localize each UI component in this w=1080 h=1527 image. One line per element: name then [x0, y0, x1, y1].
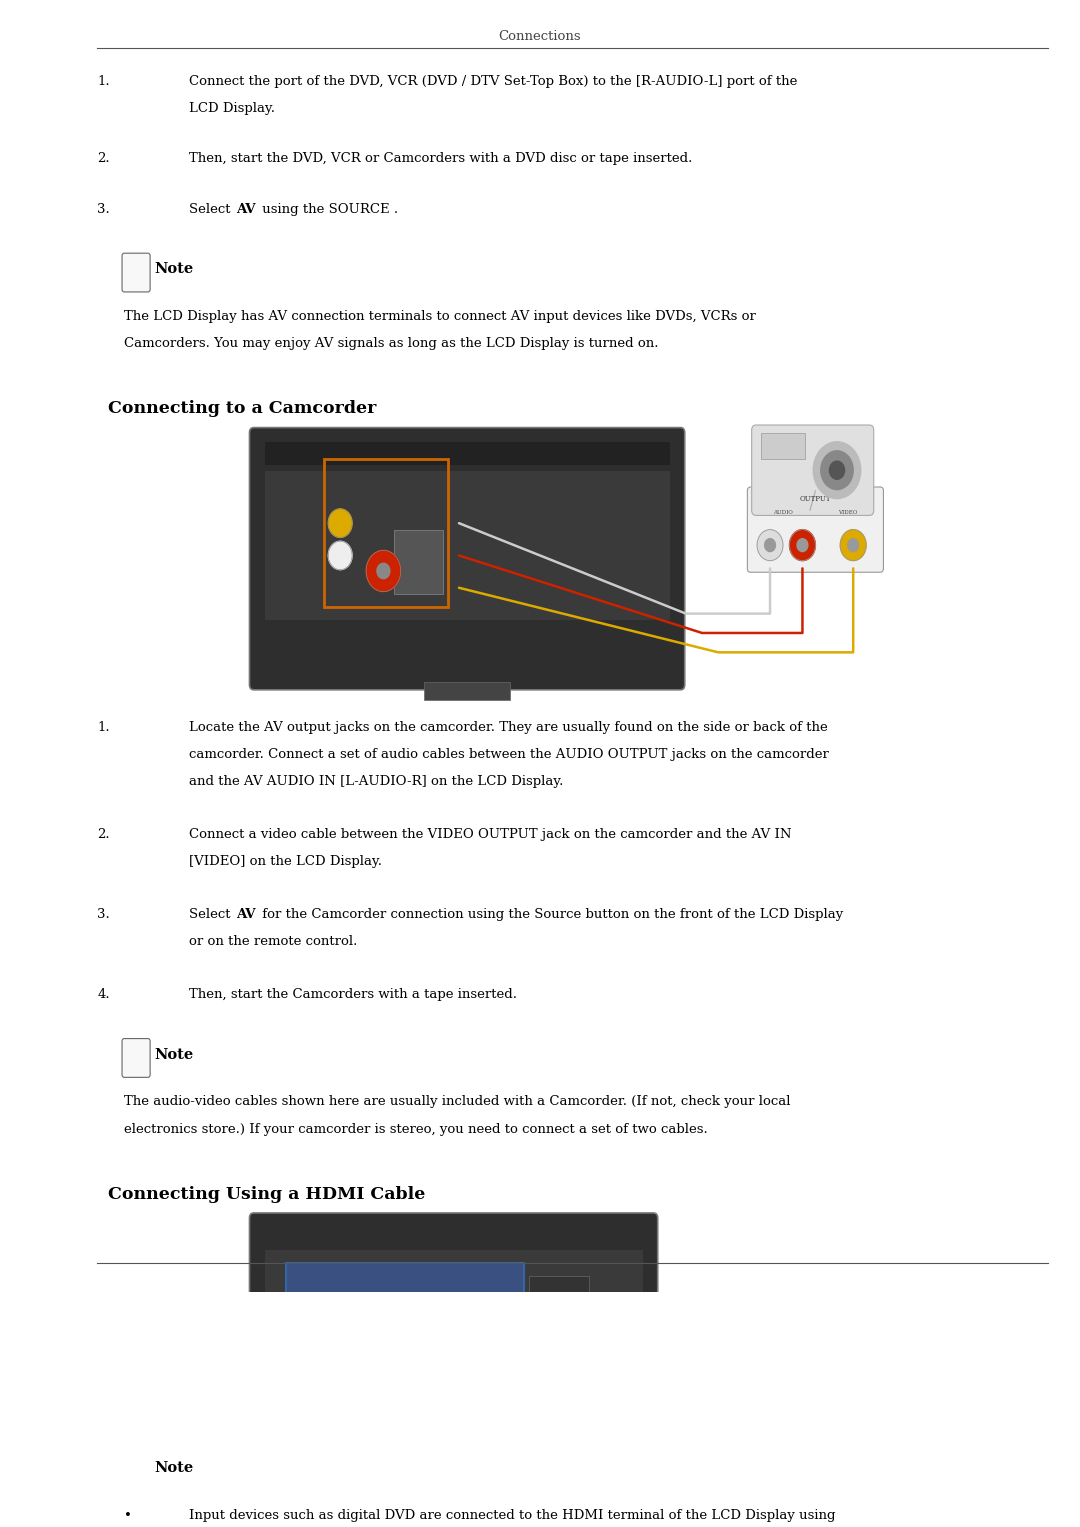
- Text: VIDEO: VIDEO: [838, 510, 858, 515]
- Text: camcorder. Connect a set of audio cables between the AUDIO OUTPUT jacks on the c: camcorder. Connect a set of audio cables…: [189, 748, 828, 760]
- Bar: [286, 1263, 524, 1387]
- Bar: [424, 683, 511, 701]
- FancyBboxPatch shape: [249, 428, 685, 690]
- FancyBboxPatch shape: [679, 1315, 712, 1341]
- Bar: [265, 472, 670, 620]
- Bar: [265, 441, 670, 466]
- Circle shape: [328, 508, 352, 538]
- Text: Connections: Connections: [499, 29, 581, 43]
- Text: AV: AV: [237, 909, 256, 921]
- FancyBboxPatch shape: [122, 253, 150, 292]
- FancyBboxPatch shape: [447, 1327, 498, 1362]
- Circle shape: [840, 530, 866, 560]
- Text: The LCD Display has AV connection terminals to connect AV input devices like DVD: The LCD Display has AV connection termin…: [124, 310, 756, 324]
- Text: Connect the port of the DVD, VCR (DVD / DTV Set-Top Box) to the [R-AUDIO-L] port: Connect the port of the DVD, VCR (DVD / …: [189, 75, 797, 89]
- Text: Note: Note: [154, 1048, 193, 1061]
- Circle shape: [377, 563, 390, 579]
- Text: Input devices such as digital DVD are connected to the HDMI terminal of the LCD : Input devices such as digital DVD are co…: [189, 1509, 836, 1522]
- FancyBboxPatch shape: [296, 1327, 347, 1362]
- FancyBboxPatch shape: [122, 1452, 150, 1490]
- Bar: [529, 1277, 589, 1373]
- Text: Then, start the Camcorders with a tape inserted.: Then, start the Camcorders with a tape i…: [189, 988, 517, 1002]
- Text: [VIDEO] on the LCD Display.: [VIDEO] on the LCD Display.: [189, 855, 382, 869]
- Text: 3.: 3.: [97, 909, 110, 921]
- Text: electronics store.) If your camcorder is stereo, you need to connect a set of tw: electronics store.) If your camcorder is…: [124, 1122, 708, 1136]
- Text: Camcorders. You may enjoy AV signals as long as the LCD Display is turned on.: Camcorders. You may enjoy AV signals as …: [124, 337, 659, 350]
- Circle shape: [366, 550, 401, 591]
- Text: for the Camcorder connection using the Source button on the front of the LCD Dis: for the Camcorder connection using the S…: [258, 909, 843, 921]
- FancyBboxPatch shape: [747, 487, 883, 573]
- Text: Then, start the DVD, VCR or Camcorders with a DVD disc or tape inserted.: Then, start the DVD, VCR or Camcorders w…: [189, 153, 692, 165]
- Text: The audio-video cables shown here are usually included with a Camcorder. (If not: The audio-video cables shown here are us…: [124, 1095, 791, 1109]
- FancyBboxPatch shape: [752, 425, 874, 516]
- Text: Note: Note: [154, 1461, 193, 1475]
- Text: •: •: [124, 1509, 132, 1522]
- Circle shape: [789, 530, 815, 560]
- Bar: [394, 530, 443, 594]
- Bar: [265, 1251, 643, 1373]
- Text: Locate the AV output jacks on the camcorder. They are usually found on the side : Locate the AV output jacks on the camcor…: [189, 721, 827, 734]
- Text: AUDIO: AUDIO: [773, 510, 793, 515]
- Text: OUTPUT: OUTPUT: [799, 495, 832, 502]
- Text: or on the remote control.: or on the remote control.: [189, 935, 357, 948]
- Text: 4.: 4.: [97, 988, 110, 1002]
- Bar: [324, 458, 448, 608]
- Text: Select: Select: [189, 203, 234, 215]
- Bar: [416, 1417, 491, 1434]
- Text: Connect a video cable between the VIDEO OUTPUT jack on the camcorder and the AV : Connect a video cable between the VIDEO …: [189, 828, 792, 841]
- Text: 2.: 2.: [97, 153, 110, 165]
- Text: Connecting Using a HDMI Cable: Connecting Using a HDMI Cable: [108, 1186, 426, 1203]
- Text: using the SOURCE .: using the SOURCE .: [258, 203, 399, 215]
- Text: 1.: 1.: [97, 721, 110, 734]
- FancyBboxPatch shape: [372, 1327, 422, 1362]
- Circle shape: [848, 539, 859, 551]
- Circle shape: [821, 450, 853, 490]
- Text: 1.: 1.: [97, 75, 110, 89]
- Circle shape: [813, 441, 861, 499]
- Text: and the AV AUDIO IN [L-AUDIO-R] on the LCD Display.: and the AV AUDIO IN [L-AUDIO-R] on the L…: [189, 776, 564, 788]
- Text: 2.: 2.: [97, 828, 110, 841]
- Circle shape: [829, 461, 845, 479]
- Text: Select: Select: [189, 909, 234, 921]
- Text: Note: Note: [154, 263, 193, 276]
- Text: 3.: 3.: [97, 203, 110, 215]
- FancyBboxPatch shape: [249, 1212, 658, 1423]
- Circle shape: [328, 541, 352, 570]
- FancyBboxPatch shape: [704, 1295, 883, 1361]
- Text: LCD Display.: LCD Display.: [189, 102, 275, 115]
- Circle shape: [765, 539, 775, 551]
- Circle shape: [757, 530, 783, 560]
- Bar: [761, 432, 805, 458]
- FancyBboxPatch shape: [122, 1038, 150, 1078]
- Text: Connecting to a Camcorder: Connecting to a Camcorder: [108, 400, 376, 417]
- Text: AV: AV: [237, 203, 256, 215]
- Circle shape: [797, 539, 808, 551]
- FancyBboxPatch shape: [349, 1422, 396, 1460]
